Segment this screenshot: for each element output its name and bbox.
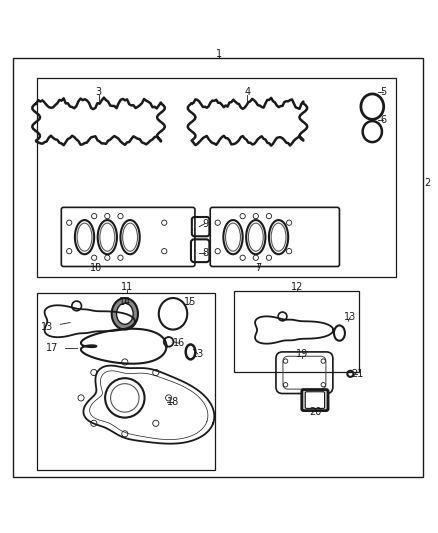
- Text: 13: 13: [41, 321, 53, 332]
- Text: 15: 15: [184, 296, 197, 306]
- Ellipse shape: [77, 223, 92, 251]
- Ellipse shape: [266, 214, 272, 219]
- Ellipse shape: [226, 223, 240, 251]
- Ellipse shape: [253, 214, 258, 219]
- Text: 21: 21: [351, 369, 363, 379]
- FancyBboxPatch shape: [302, 390, 328, 410]
- Text: 2: 2: [424, 178, 430, 188]
- Ellipse shape: [248, 223, 263, 251]
- Text: 17: 17: [46, 343, 58, 352]
- Text: 7: 7: [255, 263, 261, 273]
- Text: 18: 18: [167, 397, 179, 407]
- Bar: [37, 293, 215, 470]
- Ellipse shape: [223, 220, 243, 254]
- Ellipse shape: [286, 248, 292, 254]
- Bar: [37, 78, 396, 278]
- Ellipse shape: [283, 359, 288, 364]
- Bar: [234, 290, 359, 372]
- Ellipse shape: [269, 220, 288, 254]
- Text: 1: 1: [216, 49, 222, 59]
- Ellipse shape: [91, 420, 97, 426]
- Ellipse shape: [321, 383, 325, 387]
- Ellipse shape: [122, 359, 128, 365]
- Ellipse shape: [122, 431, 128, 437]
- Text: 4: 4: [244, 87, 251, 97]
- Ellipse shape: [117, 303, 133, 324]
- Ellipse shape: [246, 220, 265, 254]
- Text: 9: 9: [202, 219, 208, 229]
- Text: 12: 12: [291, 282, 303, 292]
- Ellipse shape: [118, 255, 123, 260]
- Ellipse shape: [92, 214, 97, 219]
- Ellipse shape: [92, 255, 97, 260]
- Ellipse shape: [283, 383, 288, 387]
- Ellipse shape: [286, 220, 292, 225]
- Text: 13: 13: [344, 312, 357, 322]
- Ellipse shape: [162, 220, 167, 225]
- Text: 19: 19: [296, 349, 308, 359]
- Ellipse shape: [215, 248, 220, 254]
- Ellipse shape: [118, 214, 123, 219]
- Ellipse shape: [215, 220, 220, 225]
- Text: 16: 16: [173, 338, 185, 348]
- Text: 13: 13: [192, 349, 204, 359]
- Ellipse shape: [105, 214, 110, 219]
- Text: 6: 6: [380, 115, 386, 125]
- Ellipse shape: [67, 220, 72, 225]
- Ellipse shape: [67, 248, 72, 254]
- Text: 14: 14: [119, 296, 131, 306]
- Ellipse shape: [112, 298, 138, 329]
- Ellipse shape: [166, 395, 172, 401]
- Ellipse shape: [100, 223, 115, 251]
- Ellipse shape: [91, 369, 97, 376]
- Ellipse shape: [266, 255, 272, 260]
- Text: 5: 5: [380, 87, 386, 97]
- Ellipse shape: [240, 214, 245, 219]
- Ellipse shape: [321, 359, 325, 364]
- Ellipse shape: [120, 220, 140, 254]
- Ellipse shape: [162, 248, 167, 254]
- Ellipse shape: [105, 255, 110, 260]
- Ellipse shape: [153, 369, 159, 376]
- Text: 20: 20: [309, 407, 321, 417]
- Ellipse shape: [75, 220, 94, 254]
- Ellipse shape: [123, 223, 138, 251]
- Ellipse shape: [78, 395, 84, 401]
- Ellipse shape: [253, 255, 258, 260]
- Text: 11: 11: [121, 282, 133, 292]
- Ellipse shape: [153, 420, 159, 426]
- Ellipse shape: [271, 223, 286, 251]
- Text: 3: 3: [95, 87, 102, 97]
- FancyBboxPatch shape: [305, 392, 325, 408]
- Text: 8: 8: [202, 248, 208, 259]
- Text: 10: 10: [90, 263, 102, 273]
- Ellipse shape: [98, 220, 117, 254]
- Ellipse shape: [240, 255, 245, 260]
